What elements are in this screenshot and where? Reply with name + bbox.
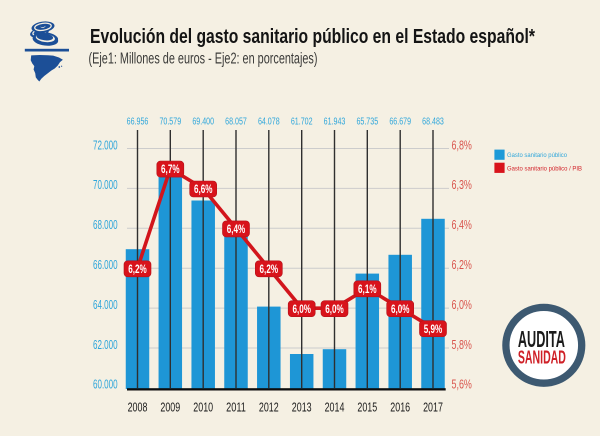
svg-text:6,2%: 6,2% — [260, 263, 279, 276]
svg-text:66.956: 66.956 — [127, 117, 149, 128]
svg-text:AUDITA: AUDITA — [518, 326, 565, 352]
svg-text:64.000: 64.000 — [93, 298, 118, 312]
svg-text:Evolución del gasto sanitario: Evolución del gasto sanitario público en… — [90, 26, 535, 48]
svg-text:2009: 2009 — [160, 400, 180, 415]
svg-text:6,1%: 6,1% — [358, 283, 377, 296]
svg-text:6,0%: 6,0% — [391, 303, 410, 316]
svg-text:70.579: 70.579 — [159, 117, 181, 128]
svg-text:72.000: 72.000 — [93, 138, 118, 152]
svg-text:2015: 2015 — [357, 400, 377, 415]
svg-text:65.735: 65.735 — [356, 117, 378, 128]
svg-text:SANIDAD: SANIDAD — [518, 347, 566, 368]
svg-text:Gasto sanitario público: Gasto sanitario público — [507, 152, 567, 159]
svg-text:2008: 2008 — [128, 400, 148, 415]
svg-text:6,8%: 6,8% — [452, 138, 472, 152]
svg-text:6,2%: 6,2% — [128, 263, 147, 276]
svg-text:5,9%: 5,9% — [424, 323, 443, 336]
svg-text:66.679: 66.679 — [389, 117, 411, 128]
svg-text:6,0%: 6,0% — [452, 298, 472, 312]
svg-text:6,3%: 6,3% — [452, 178, 472, 192]
svg-text:5,8%: 5,8% — [452, 338, 472, 352]
svg-text:2017: 2017 — [423, 400, 443, 415]
svg-text:5,6%: 5,6% — [452, 378, 472, 392]
svg-text:6,4%: 6,4% — [452, 218, 472, 232]
svg-text:(Eje1: Millones de euros - Eje: (Eje1: Millones de euros - Eje2: en porc… — [89, 51, 318, 68]
svg-text:6,7%: 6,7% — [161, 163, 180, 176]
svg-text:6,6%: 6,6% — [194, 183, 213, 196]
svg-text:68.483: 68.483 — [422, 117, 444, 128]
svg-text:2010: 2010 — [193, 400, 213, 415]
svg-text:60.000: 60.000 — [93, 378, 118, 392]
svg-text:68.057: 68.057 — [225, 117, 247, 128]
svg-text:2012: 2012 — [259, 400, 279, 415]
svg-text:6,2%: 6,2% — [452, 258, 472, 272]
svg-text:6,4%: 6,4% — [227, 223, 246, 236]
svg-text:6,0%: 6,0% — [325, 303, 344, 316]
svg-text:64.078: 64.078 — [258, 117, 280, 128]
svg-text:2014: 2014 — [325, 400, 345, 415]
svg-text:62.000: 62.000 — [93, 338, 118, 352]
svg-text:6,0%: 6,0% — [292, 303, 311, 316]
svg-text:2011: 2011 — [226, 400, 246, 415]
svg-text:61.943: 61.943 — [324, 117, 346, 128]
svg-text:2016: 2016 — [390, 400, 410, 415]
svg-text:61.702: 61.702 — [291, 117, 313, 128]
svg-text:2013: 2013 — [292, 400, 312, 415]
svg-text:66.000: 66.000 — [93, 258, 118, 272]
svg-text:70.000: 70.000 — [93, 178, 118, 192]
svg-text:69.400: 69.400 — [192, 117, 214, 128]
svg-text:68.000: 68.000 — [93, 218, 118, 232]
svg-text:Gasto sanitario público / PIB: Gasto sanitario público / PIB — [507, 165, 582, 172]
